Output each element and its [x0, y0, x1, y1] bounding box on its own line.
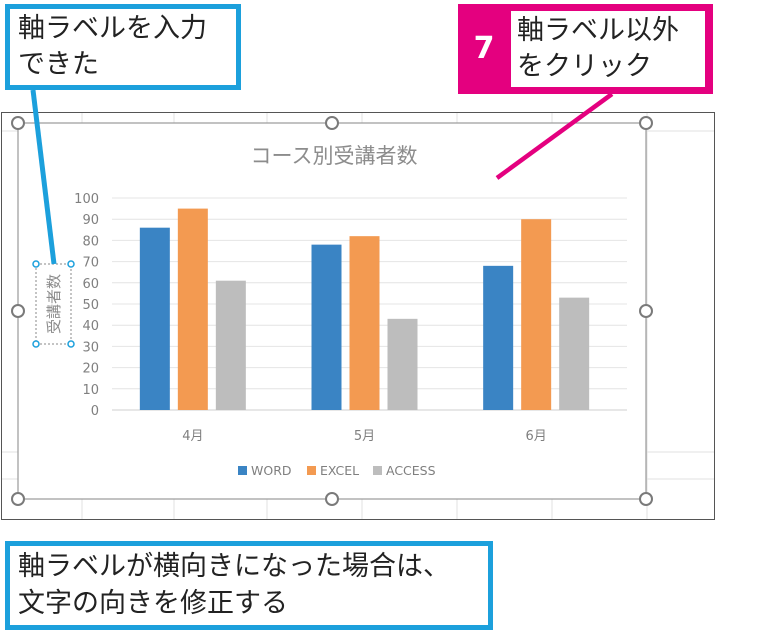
resize-handle-left[interactable] [11, 304, 25, 318]
step-line-1: 軸ラベル以外 [517, 15, 679, 46]
x-category-label: 4月 [182, 429, 203, 444]
y-tick-label: 100 [74, 192, 99, 207]
x-category-label: 6月 [526, 429, 547, 444]
y-tick-label: 0 [91, 404, 99, 419]
callout-fix-text-direction: 軸ラベルが横向きになった場合は、 文字の向きを修正する [5, 541, 493, 630]
callout-line-1: 軸ラベルを入力 [18, 13, 207, 44]
chart-title[interactable]: コース別受講者数 [251, 144, 418, 168]
legend-swatch-access [373, 466, 382, 475]
chart-resize-handles[interactable] [11, 116, 653, 506]
note-line-1: 軸ラベルが横向きになった場合は、 [18, 551, 450, 582]
bar-excel-1[interactable] [177, 208, 208, 410]
bar-access-2[interactable] [387, 318, 418, 410]
resize-handle-bottom-right[interactable] [639, 492, 653, 506]
axis-title-handle[interactable] [32, 260, 40, 268]
axis-title-handle[interactable] [32, 340, 40, 348]
chart-legend[interactable]: WORD EXCEL ACCESS [238, 463, 436, 478]
y-tick-label: 60 [82, 277, 99, 292]
bar-word-3[interactable] [483, 265, 514, 410]
sheet-svg: コース別受講者数 0 10 20 30 40 50 60 70 80 90 100 4月 5月 6月 W… [2, 113, 714, 519]
legend-label-excel: EXCEL [320, 463, 359, 478]
x-category-label: 5月 [354, 429, 375, 444]
note-line-2: 文字の向きを修正する [18, 588, 288, 619]
axis-title-handle[interactable] [67, 340, 75, 348]
step-text: 軸ラベル以外 をクリック [511, 11, 705, 87]
chart-bars [139, 208, 590, 410]
y-axis-title[interactable]: 受講者数 [45, 274, 63, 334]
step-number: 7 [473, 31, 495, 66]
resize-handle-top-left[interactable] [11, 116, 25, 130]
y-tick-label: 80 [82, 234, 99, 249]
step-line-2: をクリック [517, 51, 652, 82]
bar-word-2[interactable] [311, 244, 342, 410]
callout-line-2: できた [18, 49, 99, 80]
y-axis-ticks: 0 10 20 30 40 50 60 70 80 90 100 [74, 192, 99, 419]
bar-word-1[interactable] [139, 227, 170, 410]
y-tick-label: 70 [82, 256, 99, 271]
y-tick-label: 20 [82, 362, 99, 377]
legend-swatch-word [238, 466, 247, 475]
resize-handle-top-right[interactable] [639, 116, 653, 130]
spreadsheet-area: コース別受講者数 0 10 20 30 40 50 60 70 80 90 100 4月 5月 6月 W… [1, 112, 715, 520]
bar-access-1[interactable] [215, 280, 246, 410]
bar-excel-2[interactable] [349, 236, 380, 410]
bar-excel-3[interactable] [521, 219, 552, 410]
x-axis-categories: 4月 5月 6月 [182, 429, 547, 444]
resize-handle-bottom[interactable] [325, 492, 339, 506]
resize-handle-right[interactable] [639, 304, 653, 318]
resize-handle-bottom-left[interactable] [11, 492, 25, 506]
bar-access-3[interactable] [559, 297, 590, 410]
resize-handle-top[interactable] [325, 116, 339, 130]
y-tick-label: 10 [82, 383, 99, 398]
legend-label-access: ACCESS [386, 463, 436, 478]
y-tick-label: 50 [82, 298, 99, 313]
axis-title-handle[interactable] [67, 260, 75, 268]
legend-swatch-excel [307, 466, 316, 475]
y-tick-label: 30 [82, 340, 99, 355]
y-tick-label: 90 [82, 213, 99, 228]
legend-label-word: WORD [251, 463, 292, 478]
callout-step-click: 7 軸ラベル以外 をクリック [458, 4, 713, 94]
callout-axis-label-entered: 軸ラベルを入力 できた [5, 4, 241, 90]
y-tick-label: 40 [82, 319, 99, 334]
